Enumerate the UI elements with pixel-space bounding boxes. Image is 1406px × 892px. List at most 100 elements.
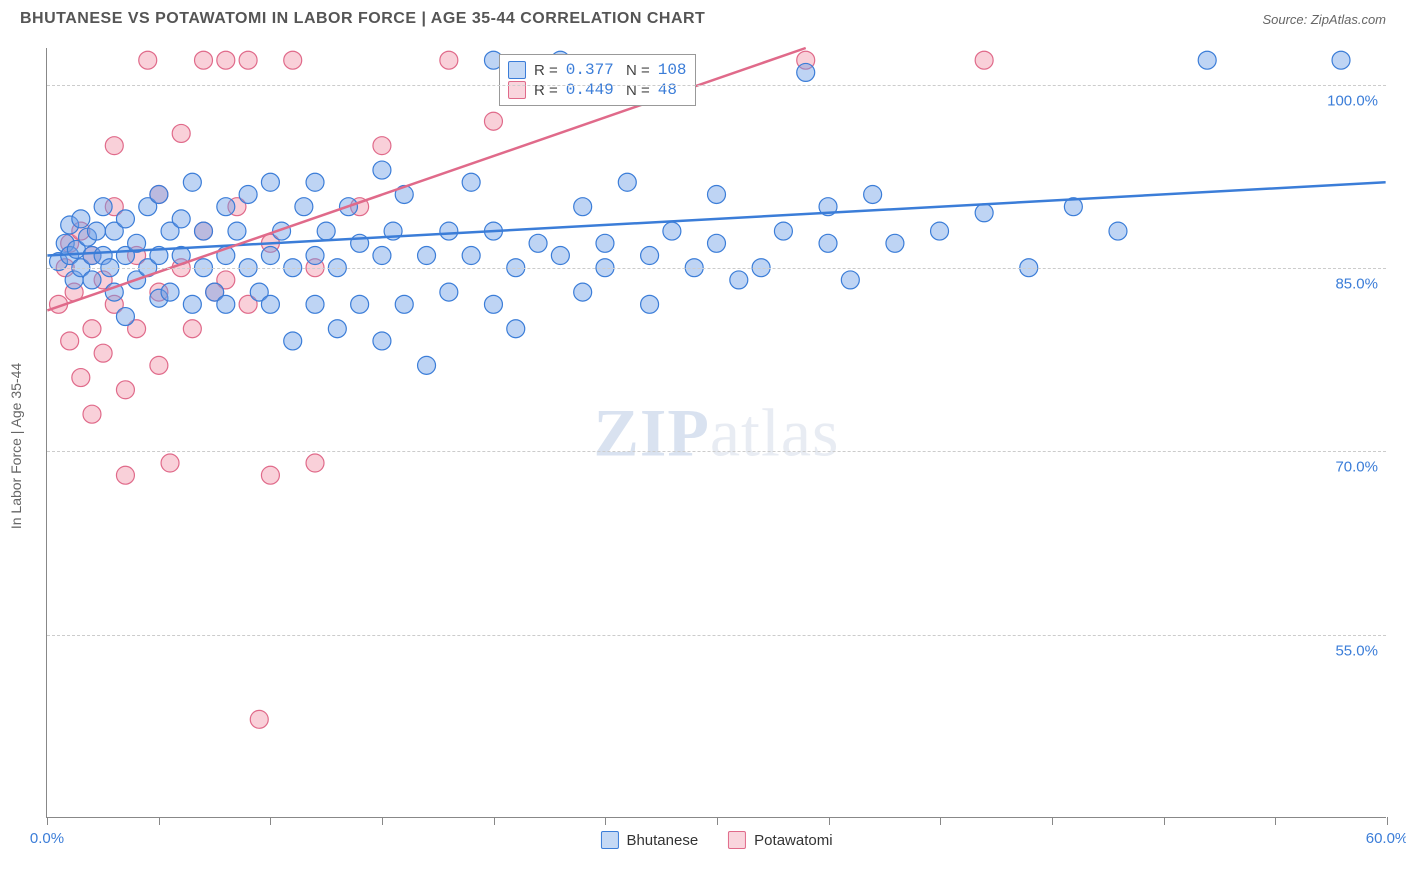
ytick-label: 70.0% <box>1335 459 1378 476</box>
data-point <box>975 51 993 69</box>
data-point <box>373 137 391 155</box>
swatch-pink-icon <box>728 831 746 849</box>
data-point <box>507 320 525 338</box>
data-point <box>574 198 592 216</box>
data-point <box>72 369 90 387</box>
data-point <box>284 332 302 350</box>
xtick <box>829 817 830 825</box>
data-point <box>440 222 458 240</box>
data-point <box>116 210 134 228</box>
data-point <box>931 222 949 240</box>
data-point <box>116 308 134 326</box>
r-value-0: 0.377 <box>566 61 614 79</box>
data-point <box>886 234 904 252</box>
data-point <box>250 710 268 728</box>
data-point <box>72 210 90 228</box>
data-point <box>462 247 480 265</box>
data-point <box>864 185 882 203</box>
xtick <box>47 817 48 825</box>
xtick <box>1387 817 1388 825</box>
legend-bottom: Bhutanese Potawatomi <box>600 831 832 849</box>
data-point <box>596 234 614 252</box>
data-point <box>217 295 235 313</box>
data-point <box>373 332 391 350</box>
data-point <box>161 454 179 472</box>
data-point <box>172 124 190 142</box>
data-point <box>261 247 279 265</box>
data-point <box>295 198 313 216</box>
data-point <box>641 247 659 265</box>
data-point <box>306 247 324 265</box>
data-point <box>94 344 112 362</box>
data-point <box>529 234 547 252</box>
xtick <box>1052 817 1053 825</box>
n-label: N = <box>622 62 650 79</box>
data-point <box>373 161 391 179</box>
data-point <box>150 185 168 203</box>
data-point <box>440 51 458 69</box>
chart-title: BHUTANESE VS POTAWATOMI IN LABOR FORCE |… <box>20 10 705 28</box>
data-point <box>317 222 335 240</box>
data-point <box>462 173 480 191</box>
data-point <box>730 271 748 289</box>
data-point <box>83 320 101 338</box>
xtick <box>1275 817 1276 825</box>
xtick <box>159 817 160 825</box>
data-point <box>328 320 346 338</box>
data-point <box>183 295 201 313</box>
data-point <box>217 51 235 69</box>
data-point <box>306 454 324 472</box>
chart-area: ZIPatlas R = 0.377 N = 108 R = 0.449 N =… <box>46 48 1386 818</box>
data-point <box>484 295 502 313</box>
ytick-label: 85.0% <box>1335 276 1378 293</box>
gridline <box>47 635 1386 636</box>
legend-stats: R = 0.377 N = 108 R = 0.449 N = 48 <box>499 54 696 106</box>
data-point <box>228 222 246 240</box>
n-value-0: 108 <box>658 61 687 79</box>
xtick-label: 60.0% <box>1366 830 1406 847</box>
data-point <box>183 173 201 191</box>
source-label: Source: ZipAtlas.com <box>1262 12 1386 27</box>
xtick <box>494 817 495 825</box>
data-point <box>618 173 636 191</box>
data-point <box>395 295 413 313</box>
data-point <box>774 222 792 240</box>
data-point <box>819 234 837 252</box>
data-point <box>61 332 79 350</box>
data-point <box>83 271 101 289</box>
data-point <box>708 185 726 203</box>
data-point <box>484 112 502 130</box>
data-point <box>261 466 279 484</box>
data-point <box>172 210 190 228</box>
xtick <box>717 817 718 825</box>
data-point <box>94 198 112 216</box>
y-axis-label: In Labor Force | Age 35-44 <box>8 363 24 529</box>
xtick <box>1164 817 1165 825</box>
data-point <box>373 247 391 265</box>
data-point <box>351 295 369 313</box>
xtick <box>270 817 271 825</box>
xtick <box>605 817 606 825</box>
legend-label-0: Bhutanese <box>626 832 698 849</box>
legend-item-potawatomi: Potawatomi <box>728 831 832 849</box>
data-point <box>663 222 681 240</box>
swatch-blue-icon <box>508 61 526 79</box>
data-point <box>195 222 213 240</box>
data-point <box>975 204 993 222</box>
data-point <box>641 295 659 313</box>
data-point <box>261 295 279 313</box>
data-point <box>574 283 592 301</box>
data-point <box>418 356 436 374</box>
data-point <box>284 51 302 69</box>
data-point <box>239 185 257 203</box>
data-point <box>195 51 213 69</box>
swatch-blue-icon <box>600 831 618 849</box>
legend-label-1: Potawatomi <box>754 832 832 849</box>
gridline <box>47 85 1386 86</box>
data-point <box>306 295 324 313</box>
gridline <box>47 451 1386 452</box>
ytick-label: 100.0% <box>1327 92 1378 109</box>
data-point <box>261 173 279 191</box>
data-point <box>83 405 101 423</box>
data-point <box>116 466 134 484</box>
